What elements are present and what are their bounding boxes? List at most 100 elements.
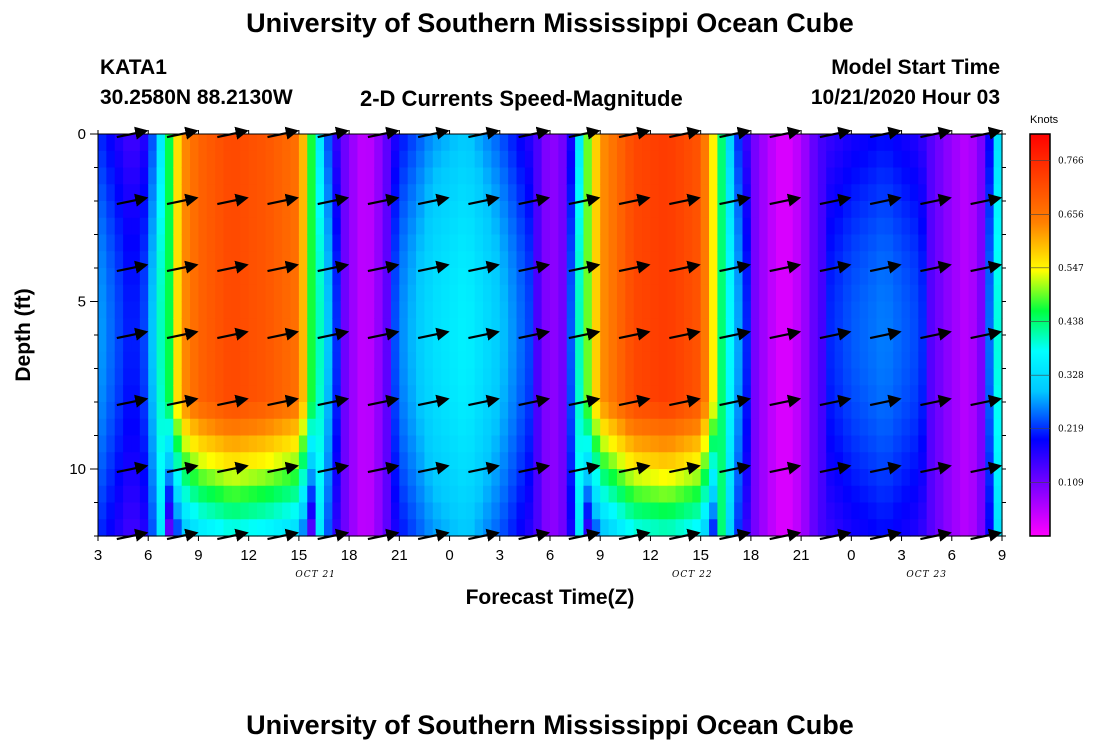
heatmap-cell	[156, 268, 166, 286]
heatmap-cell	[667, 184, 677, 202]
heatmap-cell	[248, 150, 258, 169]
heatmap-cell	[717, 452, 727, 470]
heatmap-cell	[139, 385, 149, 403]
heatmap-cell	[349, 318, 359, 336]
heatmap-cell	[734, 217, 744, 236]
heatmap-cell	[993, 418, 1003, 437]
heatmap-cell	[349, 351, 359, 370]
heatmap-cell	[164, 402, 174, 420]
heatmap-cell	[658, 301, 668, 319]
heatmap-cell	[257, 452, 267, 470]
heatmap-cell	[985, 485, 995, 504]
heatmap-cell	[575, 469, 585, 487]
heatmap-cell	[265, 435, 275, 453]
heatmap-cell	[190, 284, 200, 303]
heatmap-cell	[114, 469, 124, 487]
heatmap-cell	[884, 402, 894, 420]
heatmap-cell	[985, 418, 995, 437]
heatmap-cell	[600, 452, 610, 470]
heatmap-cell	[432, 201, 442, 219]
heatmap-cell	[156, 134, 166, 152]
heatmap-cell	[106, 167, 116, 185]
heatmap-cell	[273, 134, 283, 152]
heatmap-cell	[491, 519, 501, 537]
heatmap-cell	[499, 435, 509, 453]
heatmap-cell	[499, 469, 509, 487]
heatmap-cell	[817, 301, 827, 319]
heatmap-cell	[206, 519, 216, 537]
heatmap-cell	[524, 201, 534, 219]
heatmap-cell	[709, 301, 719, 319]
heatmap-cell	[625, 418, 635, 437]
heatmap-cell	[616, 301, 626, 319]
heatmap-cell	[198, 335, 208, 353]
heatmap-cell	[985, 251, 995, 269]
heatmap-cell	[365, 217, 375, 236]
heatmap-cell	[215, 519, 225, 537]
heatmap-cell	[918, 351, 928, 370]
heatmap-cell	[591, 351, 601, 370]
heatmap-cell	[340, 234, 350, 252]
heatmap-cell	[164, 167, 174, 185]
heatmap-cell	[407, 385, 417, 403]
heatmap-cell	[675, 351, 685, 370]
heatmap-cell	[976, 150, 986, 169]
heatmap-cell	[424, 502, 434, 520]
heatmap-cell	[842, 368, 852, 386]
heatmap-cell	[123, 502, 133, 520]
heatmap-cell	[759, 368, 769, 386]
heatmap-cell	[449, 335, 459, 353]
heatmap-cell	[558, 234, 568, 252]
heatmap-cell	[750, 385, 760, 403]
heatmap-cell	[583, 485, 593, 504]
heatmap-cell	[315, 134, 325, 152]
heatmap-cell	[650, 418, 660, 437]
heatmap-cell	[792, 502, 802, 520]
heatmap-cell	[583, 167, 593, 185]
heatmap-cell	[349, 368, 359, 386]
heatmap-cell	[683, 385, 693, 403]
heatmap-cell	[876, 435, 886, 453]
heatmap-cell	[156, 318, 166, 336]
heatmap-cell	[976, 167, 986, 185]
heatmap-cell	[399, 318, 409, 336]
heatmap-cell	[859, 385, 869, 403]
heatmap-cell	[976, 234, 986, 252]
heatmap-cell	[985, 318, 995, 336]
heatmap-cell	[801, 234, 811, 252]
heatmap-cell	[332, 284, 342, 303]
heatmap-cell	[190, 217, 200, 236]
heatmap-cell	[935, 435, 945, 453]
heatmap-cell	[633, 234, 643, 252]
heatmap-cell	[859, 351, 869, 370]
current-vector	[217, 394, 249, 408]
heatmap-cell	[868, 469, 878, 487]
heatmap-cell	[608, 335, 618, 353]
heatmap-cell	[642, 502, 652, 520]
heatmap-cell	[550, 284, 559, 303]
heatmap-cell	[801, 167, 811, 185]
heatmap-cell	[374, 418, 384, 437]
heatmap-cell	[273, 150, 283, 169]
heatmap-cell	[424, 335, 434, 353]
heatmap-cell	[148, 150, 158, 169]
heatmap-cell	[374, 402, 384, 420]
heatmap-cell	[223, 234, 233, 252]
heatmap-cell	[709, 418, 719, 437]
heatmap-cell	[859, 284, 869, 303]
current-vector	[367, 394, 400, 408]
heatmap-cell	[315, 217, 325, 236]
heatmap-cell	[181, 234, 191, 252]
heatmap-cell	[148, 301, 158, 319]
heatmap-cell	[951, 368, 961, 386]
heatmap-cell	[265, 184, 275, 202]
heatmap-cell	[315, 519, 325, 537]
heatmap-cell	[658, 368, 668, 386]
heatmap-cell	[231, 301, 241, 319]
heatmap-cell	[340, 150, 350, 169]
heatmap-cell	[231, 351, 241, 370]
heatmap-cell	[365, 502, 375, 520]
heatmap-cell	[675, 251, 685, 269]
heatmap-cell	[508, 318, 518, 336]
